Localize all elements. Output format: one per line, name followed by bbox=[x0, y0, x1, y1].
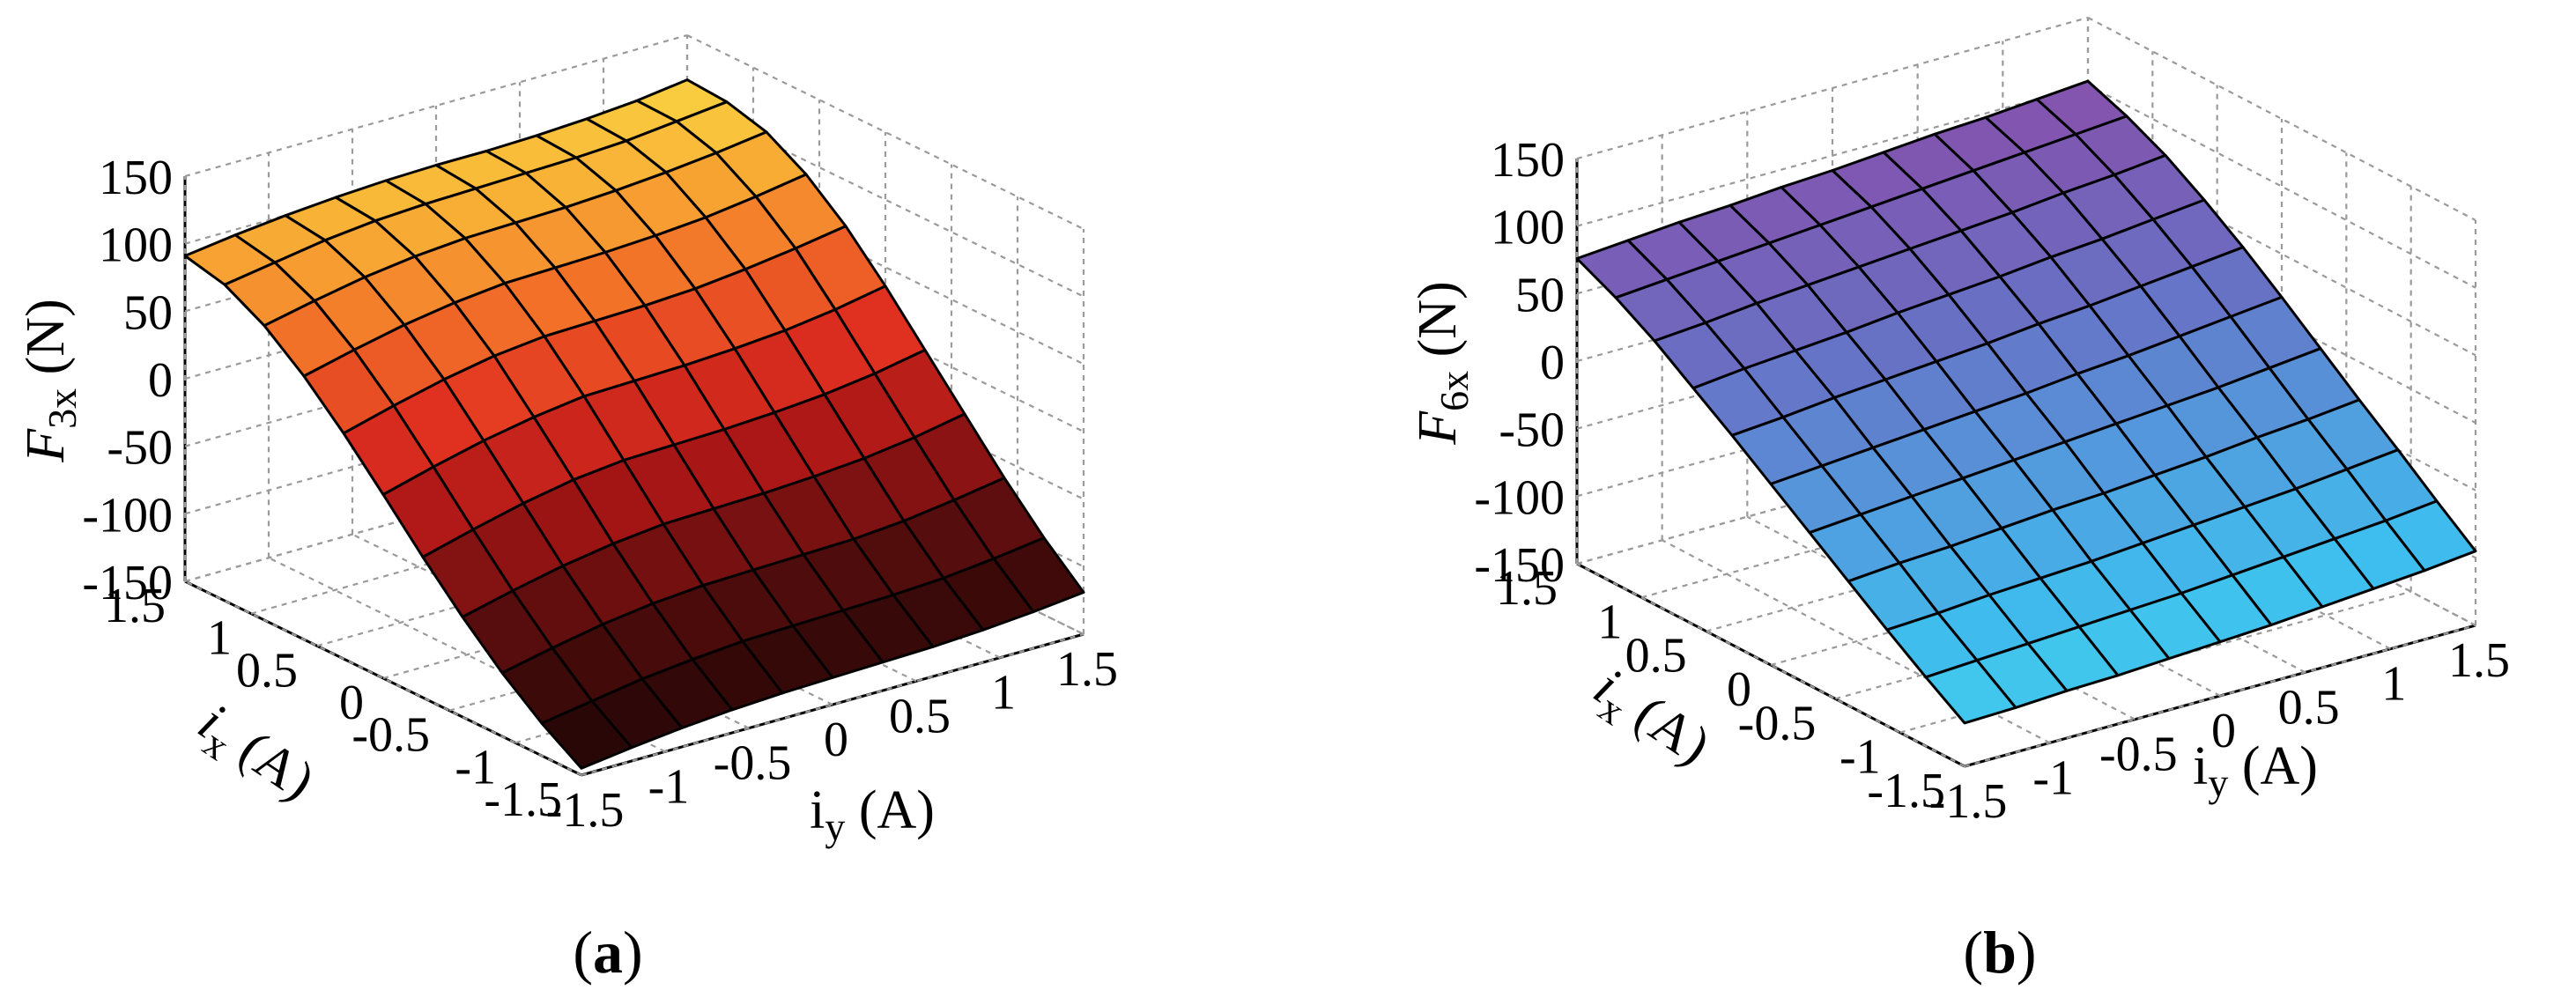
z-tick-label: 100 bbox=[99, 218, 173, 273]
grid-line bbox=[2087, 286, 2476, 491]
panel-label-a: (a) bbox=[573, 919, 642, 986]
z-tick-label: 50 bbox=[123, 285, 173, 340]
surface-patch bbox=[1924, 659, 2017, 725]
z-axis-label: F3x (N) bbox=[16, 299, 85, 462]
grid-line bbox=[1576, 16, 2089, 160]
x-tick-label: 1.5 bbox=[1496, 561, 1558, 616]
y-tick-label: -0.5 bbox=[714, 736, 792, 791]
grid-line bbox=[1746, 515, 2136, 720]
z-tick-label: -50 bbox=[107, 421, 173, 476]
x-tick-label: 1.5 bbox=[104, 579, 166, 633]
y-tick-label: -1 bbox=[2032, 750, 2074, 805]
grid-line bbox=[581, 632, 1084, 777]
x-tick-label: -1 bbox=[455, 740, 496, 794]
y-tick-label: 1 bbox=[2381, 657, 2406, 712]
x-tick-label: -1.5 bbox=[484, 772, 562, 827]
surface-plot-b: -150-100-50050100150-1.5-1-0.500.511.5-1… bbox=[1408, 16, 2510, 986]
z-tick-label: -150 bbox=[82, 556, 173, 610]
z-tick-label: -100 bbox=[82, 488, 173, 543]
y-tick-label: -1 bbox=[648, 759, 690, 814]
y-tick-label: 0.5 bbox=[2278, 680, 2340, 735]
y-tick-label: 0.5 bbox=[889, 689, 951, 743]
x-tick-label: -1.5 bbox=[1867, 764, 1945, 818]
panel-label-b: (b) bbox=[1963, 919, 2036, 986]
tick-labels: -150-100-50050100150-1.5-1-0.500.511.5-1… bbox=[1474, 133, 2510, 829]
y-tick-label: 1.5 bbox=[1056, 642, 1118, 697]
x-tick-label: -0.5 bbox=[1738, 696, 1817, 750]
y-tick-label: 0 bbox=[824, 713, 848, 767]
x-tick-label: -0.5 bbox=[352, 708, 430, 763]
x-tick-label: 1 bbox=[1597, 595, 1622, 649]
y-tick-label: -1.5 bbox=[1929, 774, 2008, 829]
z-tick-label: 150 bbox=[99, 151, 173, 205]
grid-line bbox=[2087, 84, 2476, 289]
x-tick-label: 0.5 bbox=[1625, 629, 1687, 684]
x-tick-label: 1 bbox=[207, 611, 232, 666]
y-tick-label: -0.5 bbox=[2099, 728, 2178, 782]
z-tick-label: 150 bbox=[1491, 133, 1565, 188]
y-axis-label: iy (A) bbox=[810, 780, 935, 849]
grid-line bbox=[2087, 151, 2476, 357]
x-tick-label: -1 bbox=[1839, 730, 1881, 785]
y-tick-label: 1.5 bbox=[2448, 633, 2510, 688]
grid-line bbox=[2087, 17, 2476, 221]
y-tick-label: 0 bbox=[2211, 704, 2236, 758]
x-tick-label: 0.5 bbox=[236, 643, 298, 698]
z-tick-label: 100 bbox=[1491, 201, 1565, 255]
z-tick-label: 0 bbox=[148, 353, 173, 408]
z-tick-label: -50 bbox=[1499, 403, 1565, 458]
x-axis-label: ix (A) bbox=[183, 692, 325, 819]
z-tick-label: -100 bbox=[1474, 470, 1565, 525]
y-axis-label: iy (A) bbox=[2193, 736, 2318, 805]
tick-labels: -150-100-50050100150-1.5-1-0.500.511.5-1… bbox=[82, 151, 1118, 838]
surface-plot-a: -150-100-50050100150-1.5-1-0.500.511.5-1… bbox=[16, 33, 1118, 986]
z-tick-label: 50 bbox=[1515, 268, 1565, 322]
y-tick-label: -1.5 bbox=[546, 783, 625, 838]
z-tick-label: 0 bbox=[1540, 336, 1565, 390]
grid-line bbox=[1964, 624, 2476, 768]
surface-mesh bbox=[183, 78, 1085, 770]
x-tick-label: 0 bbox=[1727, 662, 1751, 717]
x-tick-label: 0 bbox=[339, 676, 364, 730]
surface-mesh bbox=[1575, 79, 2477, 725]
y-tick-label: 1 bbox=[991, 666, 1016, 720]
z-tick-label: -150 bbox=[1474, 538, 1565, 593]
grid-line bbox=[1576, 84, 2089, 227]
z-axis-label: F6x (N) bbox=[1408, 281, 1477, 445]
surface-patch bbox=[540, 699, 633, 770]
